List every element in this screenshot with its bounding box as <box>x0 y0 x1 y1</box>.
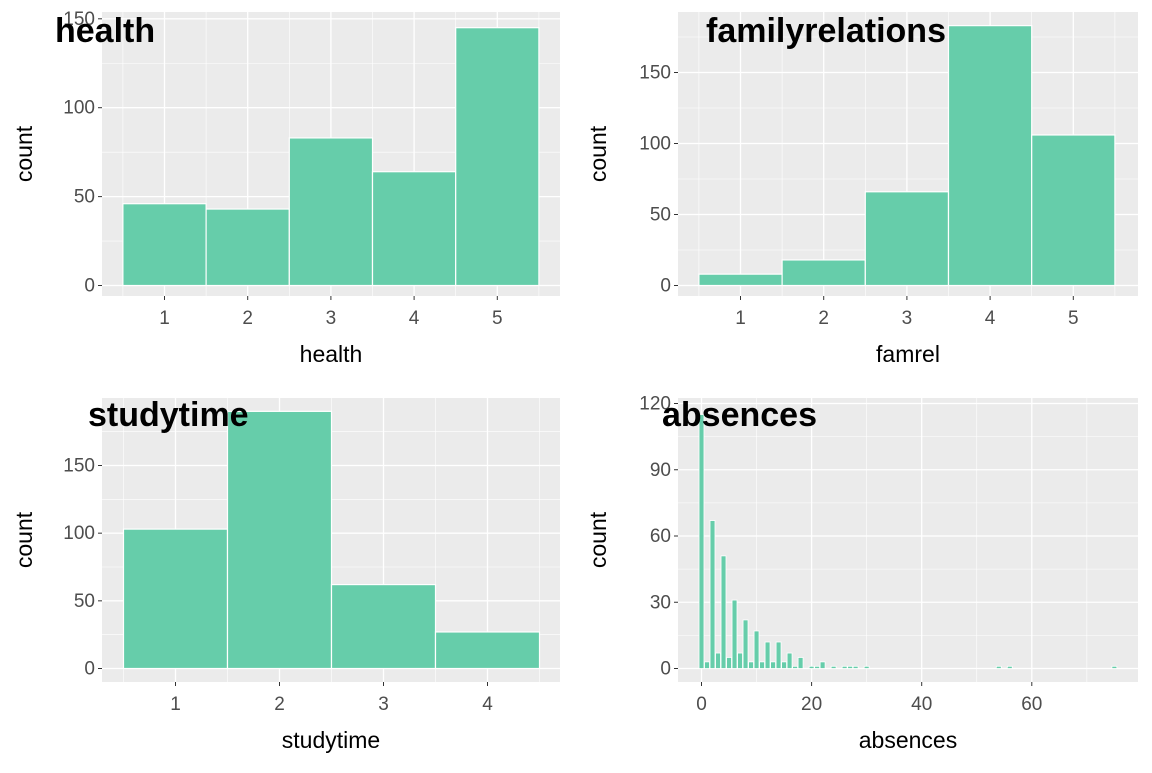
x-tick-label: 20 <box>801 694 822 715</box>
x-tick-label: 4 <box>409 308 420 329</box>
bar-absences-75 <box>1111 665 1118 669</box>
x-tick-label: 3 <box>378 694 389 715</box>
bar-absences-0 <box>698 414 705 669</box>
x-tick-label: 0 <box>696 694 707 715</box>
bar-absences-22 <box>819 661 826 669</box>
bar-absences-4 <box>720 555 727 669</box>
y-tick-label: 50 <box>74 591 95 612</box>
x-tick-label: 1 <box>735 308 746 329</box>
y-tick-label: 30 <box>650 592 671 613</box>
x-tick-label: 40 <box>911 694 932 715</box>
bar-absences-28 <box>852 665 859 669</box>
chart-panel-absences: 0 30 60 90 120 0 20 40 60 absences count absences <box>585 394 1138 753</box>
y-tick-label: 90 <box>650 460 671 481</box>
bar-health-5 <box>455 27 540 287</box>
bar-familyrelations-2 <box>781 259 866 287</box>
chart-title: studytime <box>88 396 249 434</box>
bar-familyrelations-1 <box>698 273 783 287</box>
bar-absences-17 <box>792 665 798 669</box>
y-axis-label: count <box>585 511 611 568</box>
y-tick-label: 0 <box>660 659 671 680</box>
bar-absences-7 <box>737 652 743 669</box>
bar-familyrelations-5 <box>1031 134 1116 287</box>
bar-absences-2 <box>709 520 716 669</box>
x-tick-label: 1 <box>170 694 181 715</box>
x-tick-label: 2 <box>274 694 285 715</box>
y-tick-label: 150 <box>63 9 95 30</box>
bar-absences-56 <box>1006 665 1013 669</box>
bar-absences-13 <box>770 661 776 669</box>
bar-absences-18 <box>797 657 804 669</box>
bar-absences-26 <box>841 665 848 669</box>
y-tick-label: 50 <box>74 187 95 208</box>
y-axis-label: count <box>11 511 37 568</box>
y-tick-label: 0 <box>84 276 95 297</box>
bar-studytime-1 <box>122 528 229 670</box>
y-tick-label: 50 <box>650 205 671 226</box>
bar-familyrelations-3 <box>864 191 950 287</box>
bar-studytime-4 <box>434 631 541 670</box>
y-tick-label: 0 <box>660 276 671 297</box>
bar-absences-8 <box>742 619 749 669</box>
bar-health-2 <box>205 208 290 287</box>
y-axis-label: count <box>11 125 37 182</box>
bar-health-4 <box>371 171 457 287</box>
bar-absences-5 <box>726 657 732 669</box>
chart-title: familyrelations <box>706 12 946 50</box>
bar-absences-27 <box>847 665 854 669</box>
bar-absences-9 <box>748 661 754 669</box>
x-axis-label: absences <box>859 727 957 753</box>
bar-familyrelations-4 <box>947 25 1033 287</box>
bar-absences-3 <box>715 652 721 669</box>
bar-absences-11 <box>759 661 765 669</box>
chart-panel-health: 0 50 100 150 1 2 3 4 5 health count health <box>11 9 560 367</box>
x-axis-label: famrel <box>876 341 940 367</box>
y-tick-label: 100 <box>63 523 95 544</box>
x-tick-label: 4 <box>985 308 996 329</box>
x-tick-label: 5 <box>1068 308 1079 329</box>
chart-panel-familyrelations: 0 50 100 150 1 2 3 4 5 famrel count familyrelations <box>585 12 1138 367</box>
x-tick-label: 2 <box>818 308 829 329</box>
chart-panel-studytime: 0 50 100 150 1 2 3 4 studytime count studytime <box>11 396 560 753</box>
bar-absences-21 <box>814 665 820 669</box>
x-tick-label: 4 <box>482 694 493 715</box>
x-tick-label: 2 <box>242 308 253 329</box>
y-tick-label: 120 <box>639 394 671 415</box>
y-tick-label: 60 <box>650 526 671 547</box>
bar-absences-16 <box>786 652 793 669</box>
y-tick-label: 0 <box>84 659 95 680</box>
y-tick-label: 150 <box>639 63 671 84</box>
bar-studytime-2 <box>226 410 333 670</box>
bar-absences-54 <box>995 665 1002 669</box>
x-tick-label: 1 <box>159 308 170 329</box>
bar-studytime-3 <box>330 583 437 670</box>
y-axis-label: count <box>585 125 611 182</box>
y-tick-label: 150 <box>63 456 95 477</box>
x-tick-label: 60 <box>1021 694 1042 715</box>
bar-absences-20 <box>808 665 815 669</box>
x-axis-label: studytime <box>282 727 380 753</box>
bar-absences-14 <box>775 641 782 669</box>
bar-health-1 <box>122 203 207 287</box>
bar-absences-10 <box>753 630 760 669</box>
bar-absences-15 <box>781 661 787 669</box>
x-tick-label: 3 <box>902 308 913 329</box>
chart-title: absences <box>662 396 817 434</box>
bar-absences-12 <box>764 641 771 669</box>
bar-absences-24 <box>830 665 837 669</box>
x-axis-label: health <box>300 341 363 367</box>
chart-title: health <box>55 12 155 50</box>
bar-absences-30 <box>863 665 870 669</box>
bar-health-3 <box>288 137 374 287</box>
y-tick-label: 100 <box>639 134 671 155</box>
bar-absences-1 <box>704 661 710 669</box>
x-tick-label: 5 <box>492 308 503 329</box>
x-tick-label: 3 <box>326 308 337 329</box>
bar-absences-6 <box>731 599 738 669</box>
y-tick-label: 100 <box>63 98 95 119</box>
